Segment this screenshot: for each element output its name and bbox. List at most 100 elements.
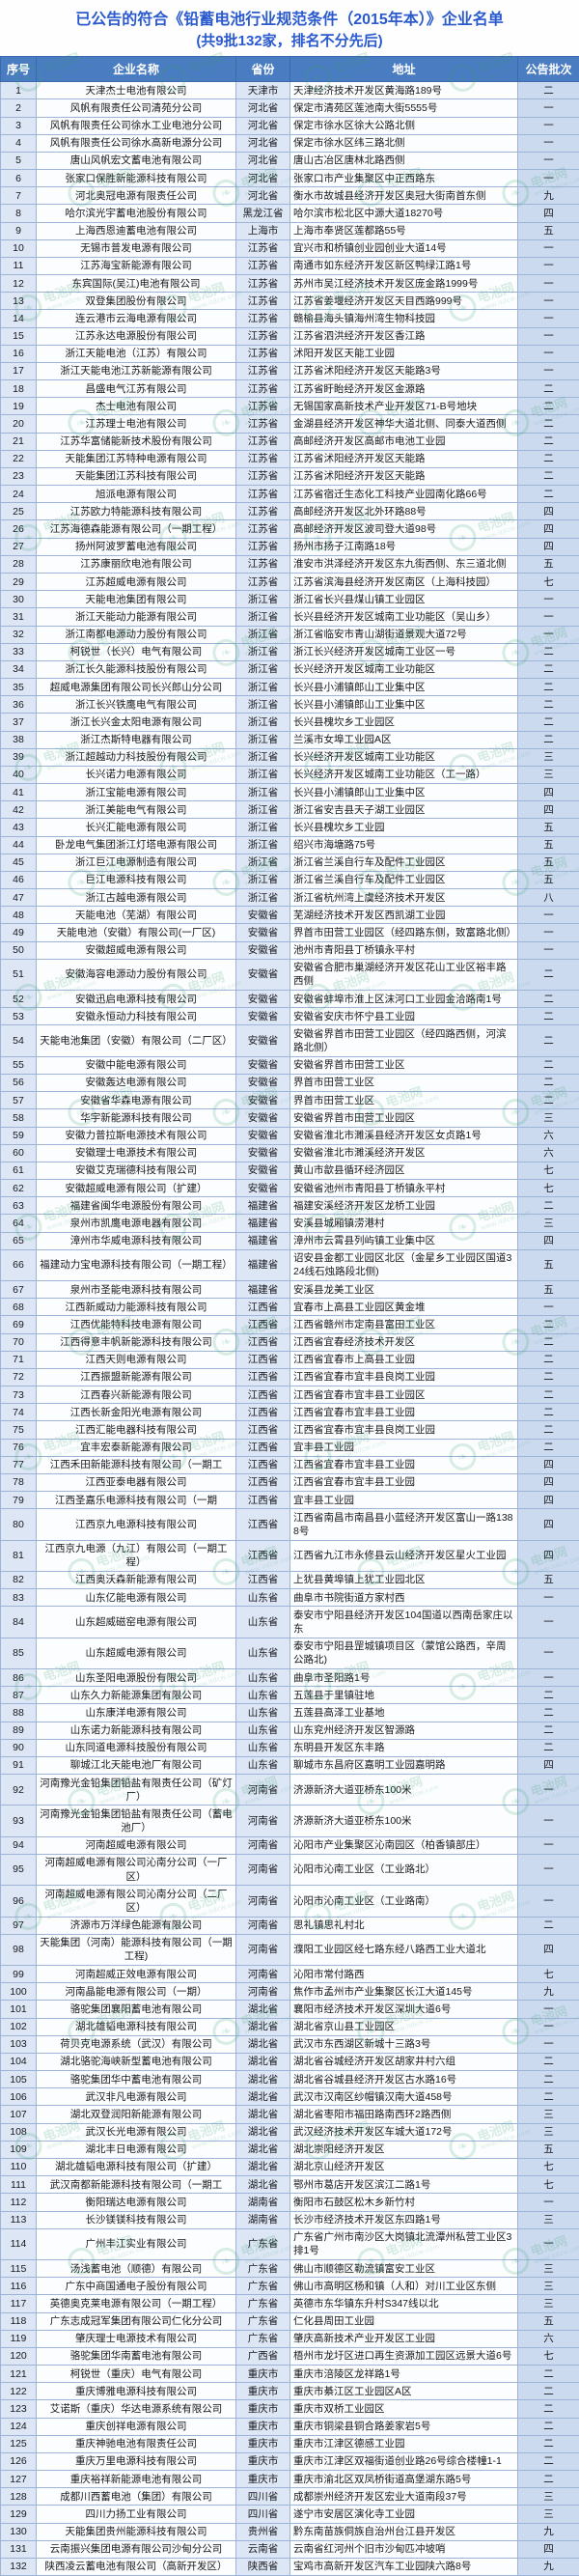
row-number-cell: 24 bbox=[1, 486, 37, 503]
province-cell: 江苏省 bbox=[236, 275, 290, 293]
batch-cell: 二 bbox=[518, 2435, 579, 2452]
province-cell: 重庆市 bbox=[236, 2471, 290, 2488]
company-name-cell: 江西春兴新能源有限公司 bbox=[37, 1386, 236, 1404]
company-name-cell: 浙江巨江电源制造有限公司 bbox=[37, 854, 236, 871]
province-cell: 江苏省 bbox=[236, 239, 290, 257]
province-cell: 湖北省 bbox=[236, 2141, 290, 2158]
company-name-cell: 湖北雄韬电源科技有限公司（扩建） bbox=[37, 2158, 236, 2175]
address-cell: 高邮经济开发区北外环路88号 bbox=[290, 503, 518, 520]
address-cell: 沁阳市常付路西 bbox=[290, 1966, 518, 1983]
province-cell: 浙江省 bbox=[236, 714, 290, 731]
company-name-cell: 宜丰宏泰新能源有限公司 bbox=[37, 1439, 236, 1456]
address-cell: 宜丰县工业园 bbox=[290, 1439, 518, 1456]
row-number-cell: 107 bbox=[1, 2106, 37, 2123]
province-cell: 安徽省 bbox=[236, 907, 290, 924]
province-cell: 山东省 bbox=[236, 1687, 290, 1704]
province-cell: 安徽省 bbox=[236, 1056, 290, 1074]
batch-cell: 二 bbox=[518, 2471, 579, 2488]
row-number-cell: 108 bbox=[1, 2123, 37, 2141]
batch-cell: 二 bbox=[518, 1739, 579, 1756]
batch-cell: 一 bbox=[518, 293, 579, 310]
address-cell: 武汉市东西湖区新城十三路3号 bbox=[290, 2035, 518, 2053]
batch-cell: 三 bbox=[518, 2506, 579, 2523]
province-cell: 河北省 bbox=[236, 99, 290, 117]
province-cell: 广东省 bbox=[236, 2330, 290, 2347]
province-cell: 四川省 bbox=[236, 2506, 290, 2523]
company-name-cell: 浙江长久能源科技股份有限公司 bbox=[37, 660, 236, 678]
address-cell: 界首市田营工业园区（经四路东侧，致富路北侧） bbox=[290, 924, 518, 941]
company-name-cell: 天能集团贵州能源科技有限公司 bbox=[37, 2523, 236, 2540]
company-name-cell: 重庆裕祥新能源电池有限公司 bbox=[37, 2471, 236, 2488]
batch-cell: 三 bbox=[518, 2260, 579, 2278]
row-number-cell: 13 bbox=[1, 293, 37, 310]
company-name-cell: 江西汇能电器科技有限公司 bbox=[37, 1421, 236, 1439]
batch-cell: 一 bbox=[518, 239, 579, 257]
address-cell: 江西省九江市永修县云山经济开发区星火工业园 bbox=[290, 1540, 518, 1571]
batch-cell: 三 bbox=[518, 1215, 579, 1232]
row-number-cell: 92 bbox=[1, 1775, 37, 1806]
company-name-cell: 上海西恩迪蓄电池有限公司 bbox=[37, 222, 236, 239]
batch-cell: 二 bbox=[518, 1351, 579, 1368]
province-cell: 安徽省 bbox=[236, 1109, 290, 1127]
province-cell: 江西省 bbox=[236, 1333, 290, 1351]
province-cell: 江苏省 bbox=[236, 327, 290, 345]
address-cell: 江西省宜春市上高县工业园 bbox=[290, 1351, 518, 1368]
address-cell: 肇庆高新技术产业开发区工业园 bbox=[290, 2330, 518, 2347]
row-number-cell: 40 bbox=[1, 766, 37, 783]
row-number-cell: 115 bbox=[1, 2260, 37, 2278]
batch-cell: 二 bbox=[518, 415, 579, 433]
province-cell: 江苏省 bbox=[236, 398, 290, 415]
province-cell: 湖北省 bbox=[236, 2088, 290, 2106]
batch-cell: 一 bbox=[518, 345, 579, 362]
batch-cell: 二 bbox=[518, 1404, 579, 1421]
batch-cell: 三 bbox=[518, 748, 579, 766]
province-cell: 重庆市 bbox=[236, 2383, 290, 2400]
province-cell: 河南省 bbox=[236, 1934, 290, 1965]
row-number-cell: 51 bbox=[1, 959, 37, 990]
address-cell: 高邮经济开发区波司登大道98号 bbox=[290, 520, 518, 538]
row-number-cell: 34 bbox=[1, 660, 37, 678]
header-batch: 公告批次 bbox=[518, 57, 579, 82]
address-cell: 曲阜市书院街道方家村西 bbox=[290, 1589, 518, 1607]
company-name-cell: 江西优能特科技电源有限公司 bbox=[37, 1316, 236, 1333]
company-name-cell: 河南超威电源有限公司 bbox=[37, 1836, 236, 1854]
address-cell: 沁阳市沁南工业区（工业路南） bbox=[290, 1886, 518, 1917]
address-cell: 江西省南昌市南昌县小蓝经济开发区富山一路1388号 bbox=[290, 1509, 518, 1540]
province-cell: 湖北省 bbox=[236, 2035, 290, 2053]
address-cell: 江苏省沭阳经济开发区天能路 bbox=[290, 450, 518, 467]
row-number-cell: 67 bbox=[1, 1281, 37, 1299]
company-name-cell: 衡阳瑞达电源有限公司 bbox=[37, 2194, 236, 2211]
company-name-cell: 天津杰士电池有限公司 bbox=[37, 82, 236, 99]
batch-cell: 二 bbox=[518, 959, 579, 990]
batch-cell: 一 bbox=[518, 362, 579, 379]
batch-cell: 二 bbox=[518, 2071, 579, 2088]
row-number-cell: 78 bbox=[1, 1473, 37, 1491]
row-number-cell: 64 bbox=[1, 1215, 37, 1232]
batch-cell: 一 bbox=[518, 170, 579, 187]
row-number-cell: 36 bbox=[1, 696, 37, 714]
batch-cell: 五 bbox=[518, 819, 579, 836]
batch-cell: 九 bbox=[518, 187, 579, 205]
batch-cell: 二 bbox=[518, 1917, 579, 1934]
company-name-cell: 天能电池集团有限公司 bbox=[37, 591, 236, 608]
address-cell: 兰溪市女埠工业园A区 bbox=[290, 731, 518, 748]
province-cell: 湖南省 bbox=[236, 2211, 290, 2228]
batch-cell: 二 bbox=[518, 82, 579, 99]
address-cell: 湖北京山经济开发区 bbox=[290, 2158, 518, 2175]
company-name-cell: 河北奥冠电源有限责任公司 bbox=[37, 187, 236, 205]
address-cell: 江西省宜春市宜丰县工业园 bbox=[290, 1404, 518, 1421]
batch-cell: 一 bbox=[518, 626, 579, 643]
